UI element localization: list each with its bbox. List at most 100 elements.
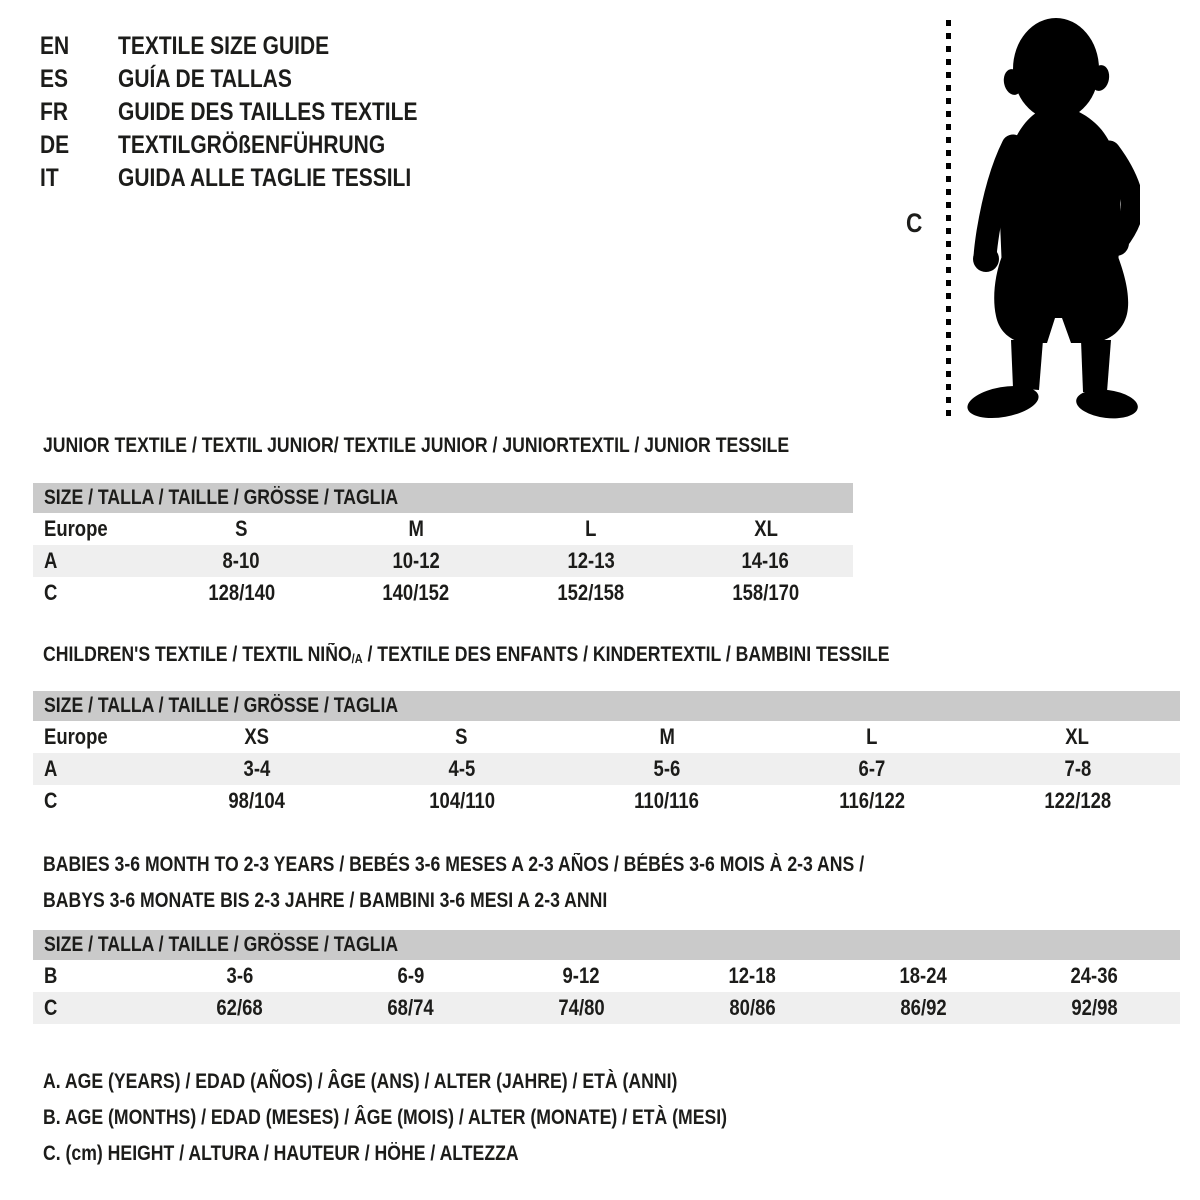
value-cell: 12-13 bbox=[504, 545, 679, 577]
value-cell: XL bbox=[975, 721, 1180, 753]
table-row: Europe XS S M L XL bbox=[33, 721, 1180, 753]
size-header-bar: SIZE / TALLA / TAILLE / GRÖSSE / TAGLIA bbox=[33, 691, 1180, 721]
size-header-bar: SIZE / TALLA / TAILLE / GRÖSSE / TAGLIA bbox=[33, 483, 853, 513]
value-cell: 7-8 bbox=[975, 753, 1180, 785]
legend-line-a: A. AGE (YEARS) / EDAD (AÑOS) / ÂGE (ANS)… bbox=[43, 1064, 857, 1100]
toddler-silhouette-icon bbox=[967, 18, 1140, 419]
table-rows: Europe XS S M L XL A 3-4 4-5 5-6 6-7 7-8 C 98/104 104/… bbox=[33, 721, 1180, 817]
legend-line-c-text: C. (cm) HEIGHT / ALTURA / HAUTEUR / HÖHE… bbox=[43, 1142, 519, 1165]
language-title: TEXTILGRÖßENFÜHRUNG bbox=[118, 131, 386, 159]
height-measure-label: C bbox=[906, 208, 926, 239]
value-cell: XS bbox=[154, 721, 359, 753]
language-title: GUIDA ALLE TAGLIE TESSILI bbox=[118, 164, 412, 192]
cell-text: 7-8 bbox=[1064, 756, 1091, 781]
value-cell: 3-4 bbox=[154, 753, 359, 785]
cell-text: 152/158 bbox=[557, 580, 625, 605]
value-cell: 24-36 bbox=[1009, 960, 1180, 992]
table-row: C 62/68 68/74 74/80 80/86 86/92 92/98 bbox=[33, 992, 1180, 1024]
language-code: DE bbox=[40, 131, 70, 159]
height-measure-dashed-line bbox=[946, 20, 951, 417]
value-cell: S bbox=[359, 721, 564, 753]
cell-text: 5-6 bbox=[653, 756, 681, 781]
children-section-title-rest: / TEXTILE DES ENFANTS / KINDERTEXTIL / B… bbox=[362, 643, 890, 666]
table-row: C 128/140 140/152 152/158 158/170 bbox=[33, 577, 853, 609]
cell-text: Europe bbox=[44, 724, 108, 749]
cell-text: XL bbox=[753, 516, 778, 541]
row-label-cell: Europe bbox=[33, 513, 154, 545]
value-cell: 128/140 bbox=[154, 577, 329, 609]
cell-text: 3-4 bbox=[243, 756, 270, 781]
legend-line-c: C. (cm) HEIGHT / ALTURA / HAUTEUR / HÖHE… bbox=[43, 1136, 857, 1172]
cell-text: XL bbox=[1065, 724, 1090, 749]
babies-size-table: SIZE / TALLA / TAILLE / GRÖSSE / TAGLIA … bbox=[33, 930, 1180, 1024]
cell-text: M bbox=[659, 724, 675, 749]
value-cell: 122/128 bbox=[975, 785, 1180, 817]
cell-text: M bbox=[408, 516, 424, 541]
cell-text: 12-18 bbox=[728, 963, 777, 988]
cell-text: 74/80 bbox=[558, 995, 605, 1020]
value-cell: S bbox=[154, 513, 329, 545]
cell-text: 110/116 bbox=[634, 788, 700, 813]
language-row: DE TEXTILGRÖßENFÜHRUNG bbox=[40, 129, 475, 162]
value-cell: 9-12 bbox=[496, 960, 667, 992]
cell-text: 6-7 bbox=[858, 756, 886, 781]
size-header-bar: SIZE / TALLA / TAILLE / GRÖSSE / TAGLIA bbox=[33, 930, 1180, 960]
size-header-label: SIZE / TALLA / TAILLE / GRÖSSE / TAGLIA bbox=[44, 933, 399, 956]
children-section-title-subscript: /A bbox=[351, 651, 363, 666]
row-label-cell: A bbox=[33, 753, 154, 785]
cell-text: 128/140 bbox=[207, 580, 275, 605]
value-cell: 158/170 bbox=[678, 577, 853, 609]
cell-text: XS bbox=[244, 724, 269, 749]
cell-text: 9-12 bbox=[562, 963, 600, 988]
cell-text: Europe bbox=[44, 516, 108, 541]
value-cell: 116/122 bbox=[770, 785, 975, 817]
table-row: A 3-4 4-5 5-6 6-7 7-8 bbox=[33, 753, 1180, 785]
cell-text: C bbox=[44, 995, 58, 1020]
cell-text: 3-6 bbox=[226, 963, 253, 988]
cell-text: 122/128 bbox=[1044, 788, 1111, 813]
value-cell: 4-5 bbox=[359, 753, 564, 785]
children-section-title: CHILDREN'S TEXTILE / TEXTIL NIÑO/A / TEX… bbox=[43, 643, 1051, 671]
language-code: EN bbox=[40, 32, 70, 60]
measure-legend: A. AGE (YEARS) / EDAD (AÑOS) / ÂGE (ANS)… bbox=[43, 1064, 857, 1172]
cell-text: 80/86 bbox=[729, 995, 776, 1020]
cell-text: L bbox=[585, 516, 597, 541]
row-label-cell: Europe bbox=[33, 721, 154, 753]
size-header-label: SIZE / TALLA / TAILLE / GRÖSSE / TAGLIA bbox=[44, 486, 399, 509]
cell-text: 98/104 bbox=[228, 788, 285, 813]
language-code: ES bbox=[40, 65, 69, 93]
cell-text: 92/98 bbox=[1071, 995, 1118, 1020]
cell-text: A bbox=[44, 548, 58, 573]
babies-section-title-line2: BABYS 3-6 MONATE BIS 2-3 JAHRE / BAMBINI… bbox=[43, 889, 608, 912]
cell-text: 24-36 bbox=[1070, 963, 1119, 988]
cell-text: L bbox=[866, 724, 878, 749]
legend-line-b-text: B. AGE (MONTHS) / EDAD (MESES) / ÂGE (MO… bbox=[43, 1106, 728, 1129]
language-title: TEXTILE SIZE GUIDE bbox=[118, 32, 330, 60]
table-row: B 3-6 6-9 9-12 12-18 18-24 24-36 bbox=[33, 960, 1180, 992]
language-code: IT bbox=[40, 164, 59, 192]
cell-text: 6-9 bbox=[397, 963, 424, 988]
row-label-cell: C bbox=[33, 785, 154, 817]
value-cell: 14-16 bbox=[678, 545, 853, 577]
cell-text: 116/122 bbox=[839, 788, 906, 813]
value-cell: M bbox=[329, 513, 504, 545]
value-cell: 98/104 bbox=[154, 785, 359, 817]
cell-text: S bbox=[455, 724, 468, 749]
children-size-table: SIZE / TALLA / TAILLE / GRÖSSE / TAGLIA … bbox=[33, 691, 1180, 817]
value-cell: 3-6 bbox=[154, 960, 325, 992]
cell-text: 86/92 bbox=[900, 995, 947, 1020]
cell-text: C bbox=[44, 580, 58, 605]
value-cell: 80/86 bbox=[667, 992, 838, 1024]
value-cell: 74/80 bbox=[496, 992, 667, 1024]
cell-text: 8-10 bbox=[222, 548, 260, 573]
cell-text: 158/170 bbox=[732, 580, 800, 605]
row-label-cell: B bbox=[33, 960, 154, 992]
junior-size-table: SIZE / TALLA / TAILLE / GRÖSSE / TAGLIA … bbox=[33, 483, 853, 609]
babies-section-title: BABIES 3-6 MONTH TO 2-3 YEARS / BEBÉS 3-… bbox=[43, 847, 1021, 919]
value-cell: 86/92 bbox=[838, 992, 1009, 1024]
table-rows: B 3-6 6-9 9-12 12-18 18-24 24-36 C 62/68 68/74 74/… bbox=[33, 960, 1180, 1024]
value-cell: 152/158 bbox=[504, 577, 679, 609]
value-cell: L bbox=[504, 513, 679, 545]
value-cell: 68/74 bbox=[325, 992, 496, 1024]
value-cell: 5-6 bbox=[564, 753, 769, 785]
